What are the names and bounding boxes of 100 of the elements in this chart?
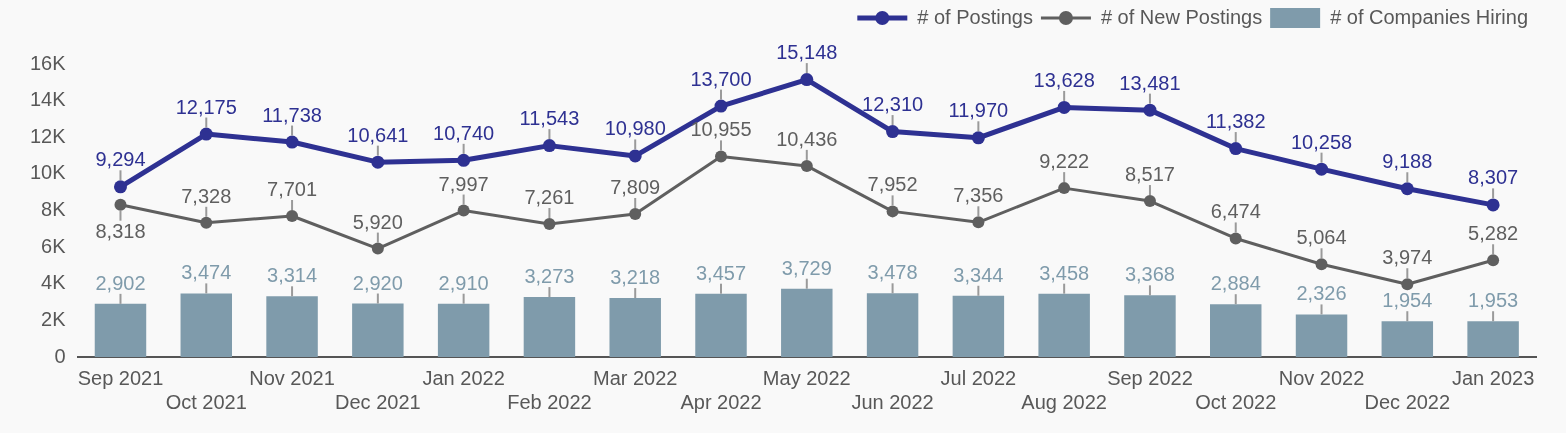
x-tick-label: May 2022 — [762, 366, 851, 389]
data-label: 10,436 — [776, 127, 838, 150]
data-label: 6,474 — [1210, 200, 1261, 223]
data-label: 7,328 — [181, 184, 232, 207]
point — [457, 153, 471, 167]
data-label: 13,628 — [1033, 68, 1095, 91]
bar — [1467, 321, 1519, 357]
y-tick-label: 4K — [41, 271, 67, 294]
data-label: 12,175 — [175, 95, 237, 118]
point — [715, 150, 727, 163]
point — [1315, 258, 1328, 271]
point — [1487, 254, 1500, 267]
point — [457, 204, 470, 217]
data-label: 13,481 — [1119, 71, 1181, 94]
point — [972, 216, 985, 229]
data-label: 3,458 — [1039, 261, 1090, 284]
point — [886, 125, 900, 139]
point — [628, 149, 642, 163]
data-label: 9,188 — [1382, 150, 1433, 173]
data-label: 7,701 — [267, 177, 318, 200]
data-label: 3,344 — [953, 263, 1004, 286]
data-label: 5,920 — [352, 210, 403, 233]
data-label: 5,064 — [1296, 226, 1347, 249]
bar — [266, 296, 318, 357]
bar — [523, 297, 576, 357]
bar — [1124, 295, 1176, 357]
point — [1401, 278, 1414, 291]
data-label: 3,368 — [1124, 263, 1175, 286]
data-label: 3,729 — [781, 256, 832, 279]
point — [629, 208, 642, 220]
x-tick-label: Jul 2022 — [940, 366, 1017, 389]
point — [371, 242, 384, 255]
legend-label: # of New Postings — [1100, 5, 1263, 28]
y-tick-label: 12K — [29, 124, 67, 147]
point — [800, 159, 813, 172]
x-tick-label: Sep 2021 — [77, 366, 164, 389]
point — [1143, 195, 1156, 208]
point — [543, 218, 556, 231]
x-tick-label: Dec 2021 — [335, 390, 421, 413]
data-label: 2,902 — [95, 271, 146, 294]
x-tick-label: Oct 2022 — [1195, 390, 1277, 413]
bar — [1038, 293, 1090, 357]
data-label: 3,474 — [181, 261, 232, 284]
data-label: 7,261 — [524, 186, 575, 209]
y-tick-label: 16K — [29, 51, 67, 74]
x-tick-label: Apr 2022 — [680, 390, 762, 413]
y-tick-label: 14K — [29, 88, 67, 111]
data-label: 11,970 — [948, 99, 1009, 122]
point — [1229, 142, 1243, 156]
point — [1400, 182, 1414, 196]
data-label: 11,382 — [1205, 110, 1266, 133]
data-label: 3,218 — [610, 266, 661, 289]
data-label: 7,997 — [438, 172, 489, 195]
data-label: 10,258 — [1290, 130, 1353, 153]
point — [1057, 100, 1071, 114]
bar — [1381, 321, 1434, 357]
x-tick-label: Dec 2022 — [1364, 390, 1451, 413]
x-tick-label: Nov 2021 — [249, 366, 335, 389]
data-label: 11,543 — [519, 107, 580, 130]
point — [971, 131, 985, 145]
data-label: 3,273 — [524, 265, 575, 288]
data-label: 2,920 — [352, 271, 403, 294]
y-tick-label: 10K — [29, 161, 67, 184]
point — [286, 209, 299, 222]
x-tick-label: Jan 2023 — [1451, 366, 1535, 389]
point — [886, 205, 899, 218]
bar — [437, 303, 490, 357]
x-tick-label: Aug 2022 — [1021, 390, 1107, 413]
data-label: 7,809 — [610, 176, 661, 198]
bar — [180, 293, 233, 357]
point — [1058, 182, 1071, 195]
data-label: 9,294 — [95, 148, 146, 171]
data-label: 2,326 — [1296, 282, 1347, 305]
legend-label: # of Companies Hiring — [1330, 5, 1528, 28]
data-label: 15,148 — [776, 41, 838, 64]
data-label: 5,282 — [1468, 222, 1519, 245]
point — [199, 127, 213, 141]
x-tick-label: Mar 2022 — [592, 366, 678, 389]
data-label: 10,955 — [690, 118, 752, 141]
bar — [952, 295, 1005, 357]
data-label: 2,884 — [1210, 272, 1261, 295]
legend-label: # of Postings — [917, 5, 1033, 28]
point — [285, 135, 299, 149]
bar — [609, 298, 661, 357]
point — [542, 139, 556, 153]
bar — [352, 303, 404, 357]
data-label: 11,738 — [262, 103, 322, 126]
data-label: 9,222 — [1039, 150, 1090, 173]
y-tick-label: 8K — [41, 198, 67, 221]
point — [200, 216, 213, 229]
bar — [781, 288, 833, 357]
x-tick-label: Sep 2022 — [1107, 366, 1193, 389]
y-tick-label: 0 — [54, 344, 66, 367]
point — [1315, 162, 1329, 176]
data-label: 3,457 — [695, 261, 747, 284]
data-label: 3,478 — [867, 261, 918, 284]
data-label: 10,740 — [433, 121, 495, 144]
x-tick-label: Nov 2022 — [1278, 366, 1365, 389]
data-label: 1,954 — [1382, 289, 1433, 312]
point — [800, 73, 814, 87]
